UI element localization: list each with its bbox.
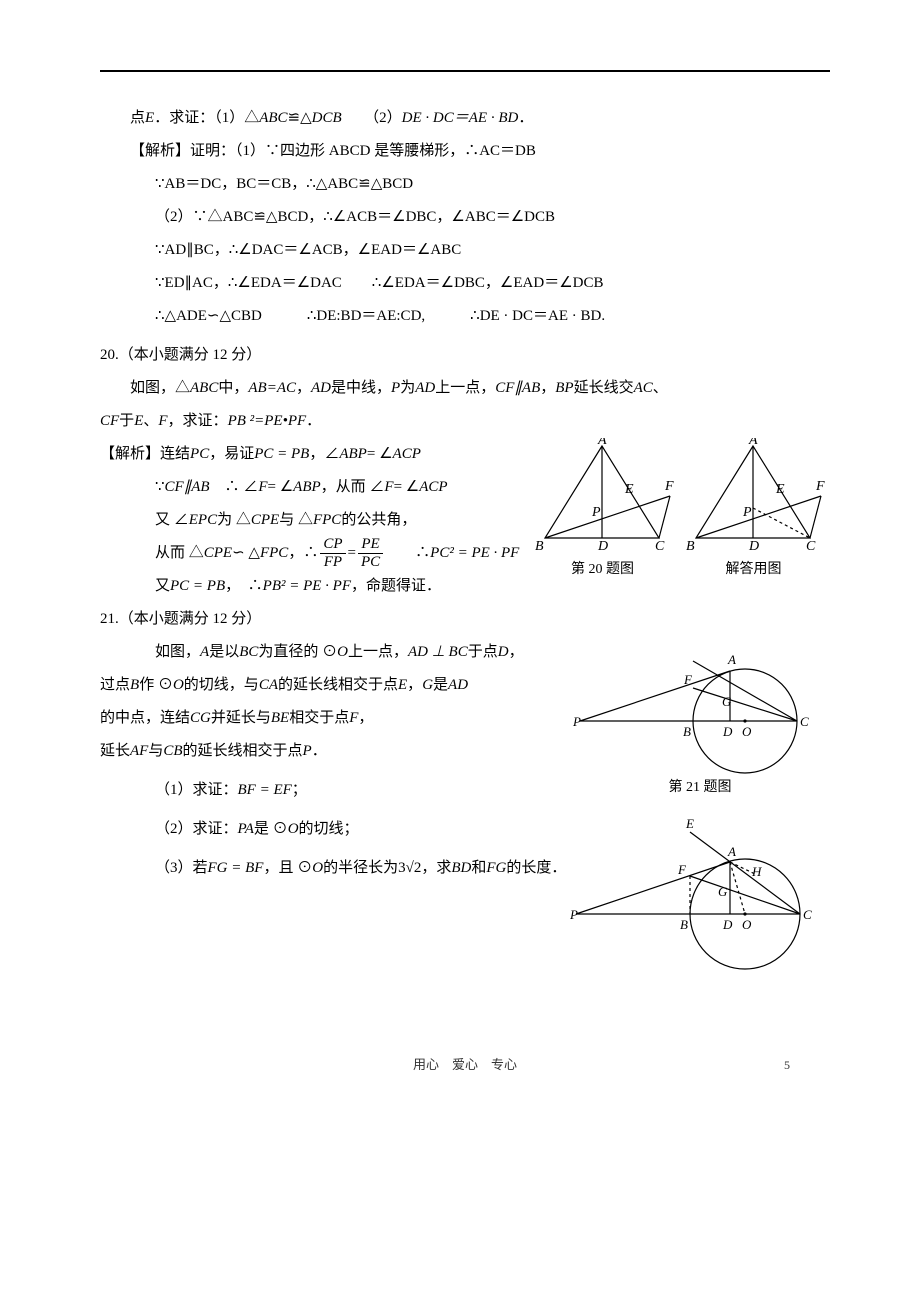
q21-fig-label: 第 21 题图: [570, 776, 830, 796]
q20-ana-5: 又 PC = PB， ∴PB² = PE · PF，命题得证．: [100, 570, 530, 603]
page: 点 E．求证：（1）△ABC≌△DCB （2）DE · DC＝AE · BD． …: [0, 0, 920, 1143]
footer: 用心 爱心 专心 5: [100, 1054, 830, 1073]
q20-ana-3: 又 ∠EPC 为 △CPE 与 △FPC 的公共角，: [100, 504, 530, 537]
q21-l3: 的中点，连结 CG 并延长与 BE 相交于点 F，: [100, 702, 570, 735]
svg-text:H: H: [751, 864, 762, 879]
svg-text:G: G: [722, 694, 732, 709]
svg-text:F: F: [815, 479, 825, 494]
q20-body-row: 如图，△ABC 中，AB=AC，AD 是中线，P 为 AD 上一点，CF∥AB，…: [100, 372, 830, 405]
svg-text:B: B: [686, 539, 695, 554]
q20-ana-2: ∵ CF∥AB ∴ ∠F = ∠ABP，从而 ∠F = ∠ACP: [100, 471, 530, 504]
svg-text:P: P: [591, 505, 601, 520]
q20-ana-4: 从而 △CPE ∽ △FPC，∴ CPFP = PEPC ∴ PC² = PE …: [100, 537, 530, 570]
q21-p3: （3）若 FG = BF，且 ⊙O 的半径长为 3√2，求 BD 和 FG 的长…: [100, 852, 570, 885]
svg-text:E: E: [624, 482, 634, 497]
q21-l4: 延长 AF 与 CB 的延长线相交于点 P．: [100, 735, 570, 768]
svg-text:P: P: [570, 907, 578, 922]
q20-fig1-label: 第 20 题图: [530, 558, 675, 578]
q20-head: 20.（本小题满分 12 分）: [100, 339, 830, 372]
svg-text:D: D: [722, 917, 733, 932]
q21-l1: 如图，A 是以 BC 为直径的 ⊙O 上一点，AD ⊥ BC 于点 D，: [100, 636, 570, 669]
svg-text:O: O: [742, 917, 752, 932]
prev-analysis-3: （2）∵△ABC≌△BCD，∴∠ACB＝∠DBC，∠ABC＝∠DCB: [100, 201, 830, 234]
svg-text:D: D: [722, 724, 733, 739]
svg-text:B: B: [680, 917, 688, 932]
q21-head: 21.（本小题满分 12 分）: [100, 603, 830, 636]
svg-text:D: D: [748, 539, 759, 554]
svg-text:A: A: [597, 438, 607, 448]
svg-text:F: F: [683, 672, 693, 687]
q21-l2: 过点 B 作 ⊙O 的切线，与 CA 的延长线相交于点 E，G 是 AD: [100, 669, 570, 702]
svg-text:A: A: [727, 844, 736, 859]
svg-text:E: E: [775, 482, 785, 497]
prev-analysis-6: ∴△ADE∽△CBD ∴DE:BD＝AE:CD, ∴DE · DC＝AE · B…: [100, 300, 830, 333]
svg-text:D: D: [597, 539, 608, 554]
q21-p1: （1）求证：BF = EF；: [100, 774, 570, 807]
q20-figure-2: A B C D E F P 解答用图: [681, 438, 826, 578]
svg-text:P: P: [572, 714, 581, 729]
q21-figure-1: A B C D O F G P 第 21 题图: [570, 636, 830, 796]
svg-text:A: A: [727, 652, 736, 667]
q20-ana-1: 【解析】连结 PC，易证 PC = PB，∠ABP = ∠ACP: [100, 438, 530, 471]
svg-text:C: C: [655, 539, 665, 554]
svg-text:A: A: [748, 438, 758, 448]
svg-text:O: O: [742, 724, 752, 739]
q21-figure-2: A B C D O E F G P H: [570, 814, 830, 974]
q20-figure-1: A B C D E F P 第 20 题图: [530, 438, 675, 578]
frac-pe-pc: PEPC: [358, 537, 383, 570]
svg-text:C: C: [806, 539, 816, 554]
prev-analysis-4: ∵AD∥BC，∴∠DAC＝∠ACB，∠EAD＝∠ABC: [100, 234, 830, 267]
prev-line1: 点 E．求证：（1）△ABC≌△DCB （2）DE · DC＝AE · BD．: [100, 102, 830, 135]
q20-analysis-row: 【解析】连结 PC，易证 PC = PB，∠ABP = ∠ACP ∵ CF∥AB…: [100, 438, 830, 603]
svg-text:G: G: [718, 884, 728, 899]
prev-analysis-1: 【解析】证明：（1）∵四边形 ABCD 是等腰梯形，∴AC＝DB: [100, 135, 830, 168]
svg-text:C: C: [800, 714, 809, 729]
frac-cp-fp: CPFP: [320, 537, 345, 570]
q21-p2: （2）求证：PA 是 ⊙O 的切线；: [100, 813, 570, 846]
svg-text:F: F: [664, 479, 674, 494]
page-number: 5: [784, 1058, 790, 1073]
prev-analysis-2: ∵AB＝DC，BC＝CB，∴△ABC≌△BCD: [100, 168, 830, 201]
prev-analysis-5: ∵ED∥AC，∴∠EDA＝∠DAC ∴∠EDA＝∠DBC，∠EAD＝∠DCB: [100, 267, 830, 300]
svg-text:E: E: [685, 816, 694, 831]
q20-body-1: 如图，△ABC 中，AB=AC，AD 是中线，P 为 AD 上一点，CF∥AB，…: [100, 372, 830, 405]
top-rule: [100, 70, 830, 72]
svg-text:P: P: [742, 505, 752, 520]
svg-text:F: F: [677, 862, 687, 877]
q21-row: 如图，A 是以 BC 为直径的 ⊙O 上一点，AD ⊥ BC 于点 D， 过点 …: [100, 636, 830, 974]
svg-text:B: B: [535, 539, 544, 554]
q20-fig2-label: 解答用图: [681, 558, 826, 578]
q20-body-2: CF 于 E、F，求证：PB ²=PE•PF．: [100, 405, 830, 438]
svg-text:B: B: [683, 724, 691, 739]
svg-text:C: C: [803, 907, 812, 922]
